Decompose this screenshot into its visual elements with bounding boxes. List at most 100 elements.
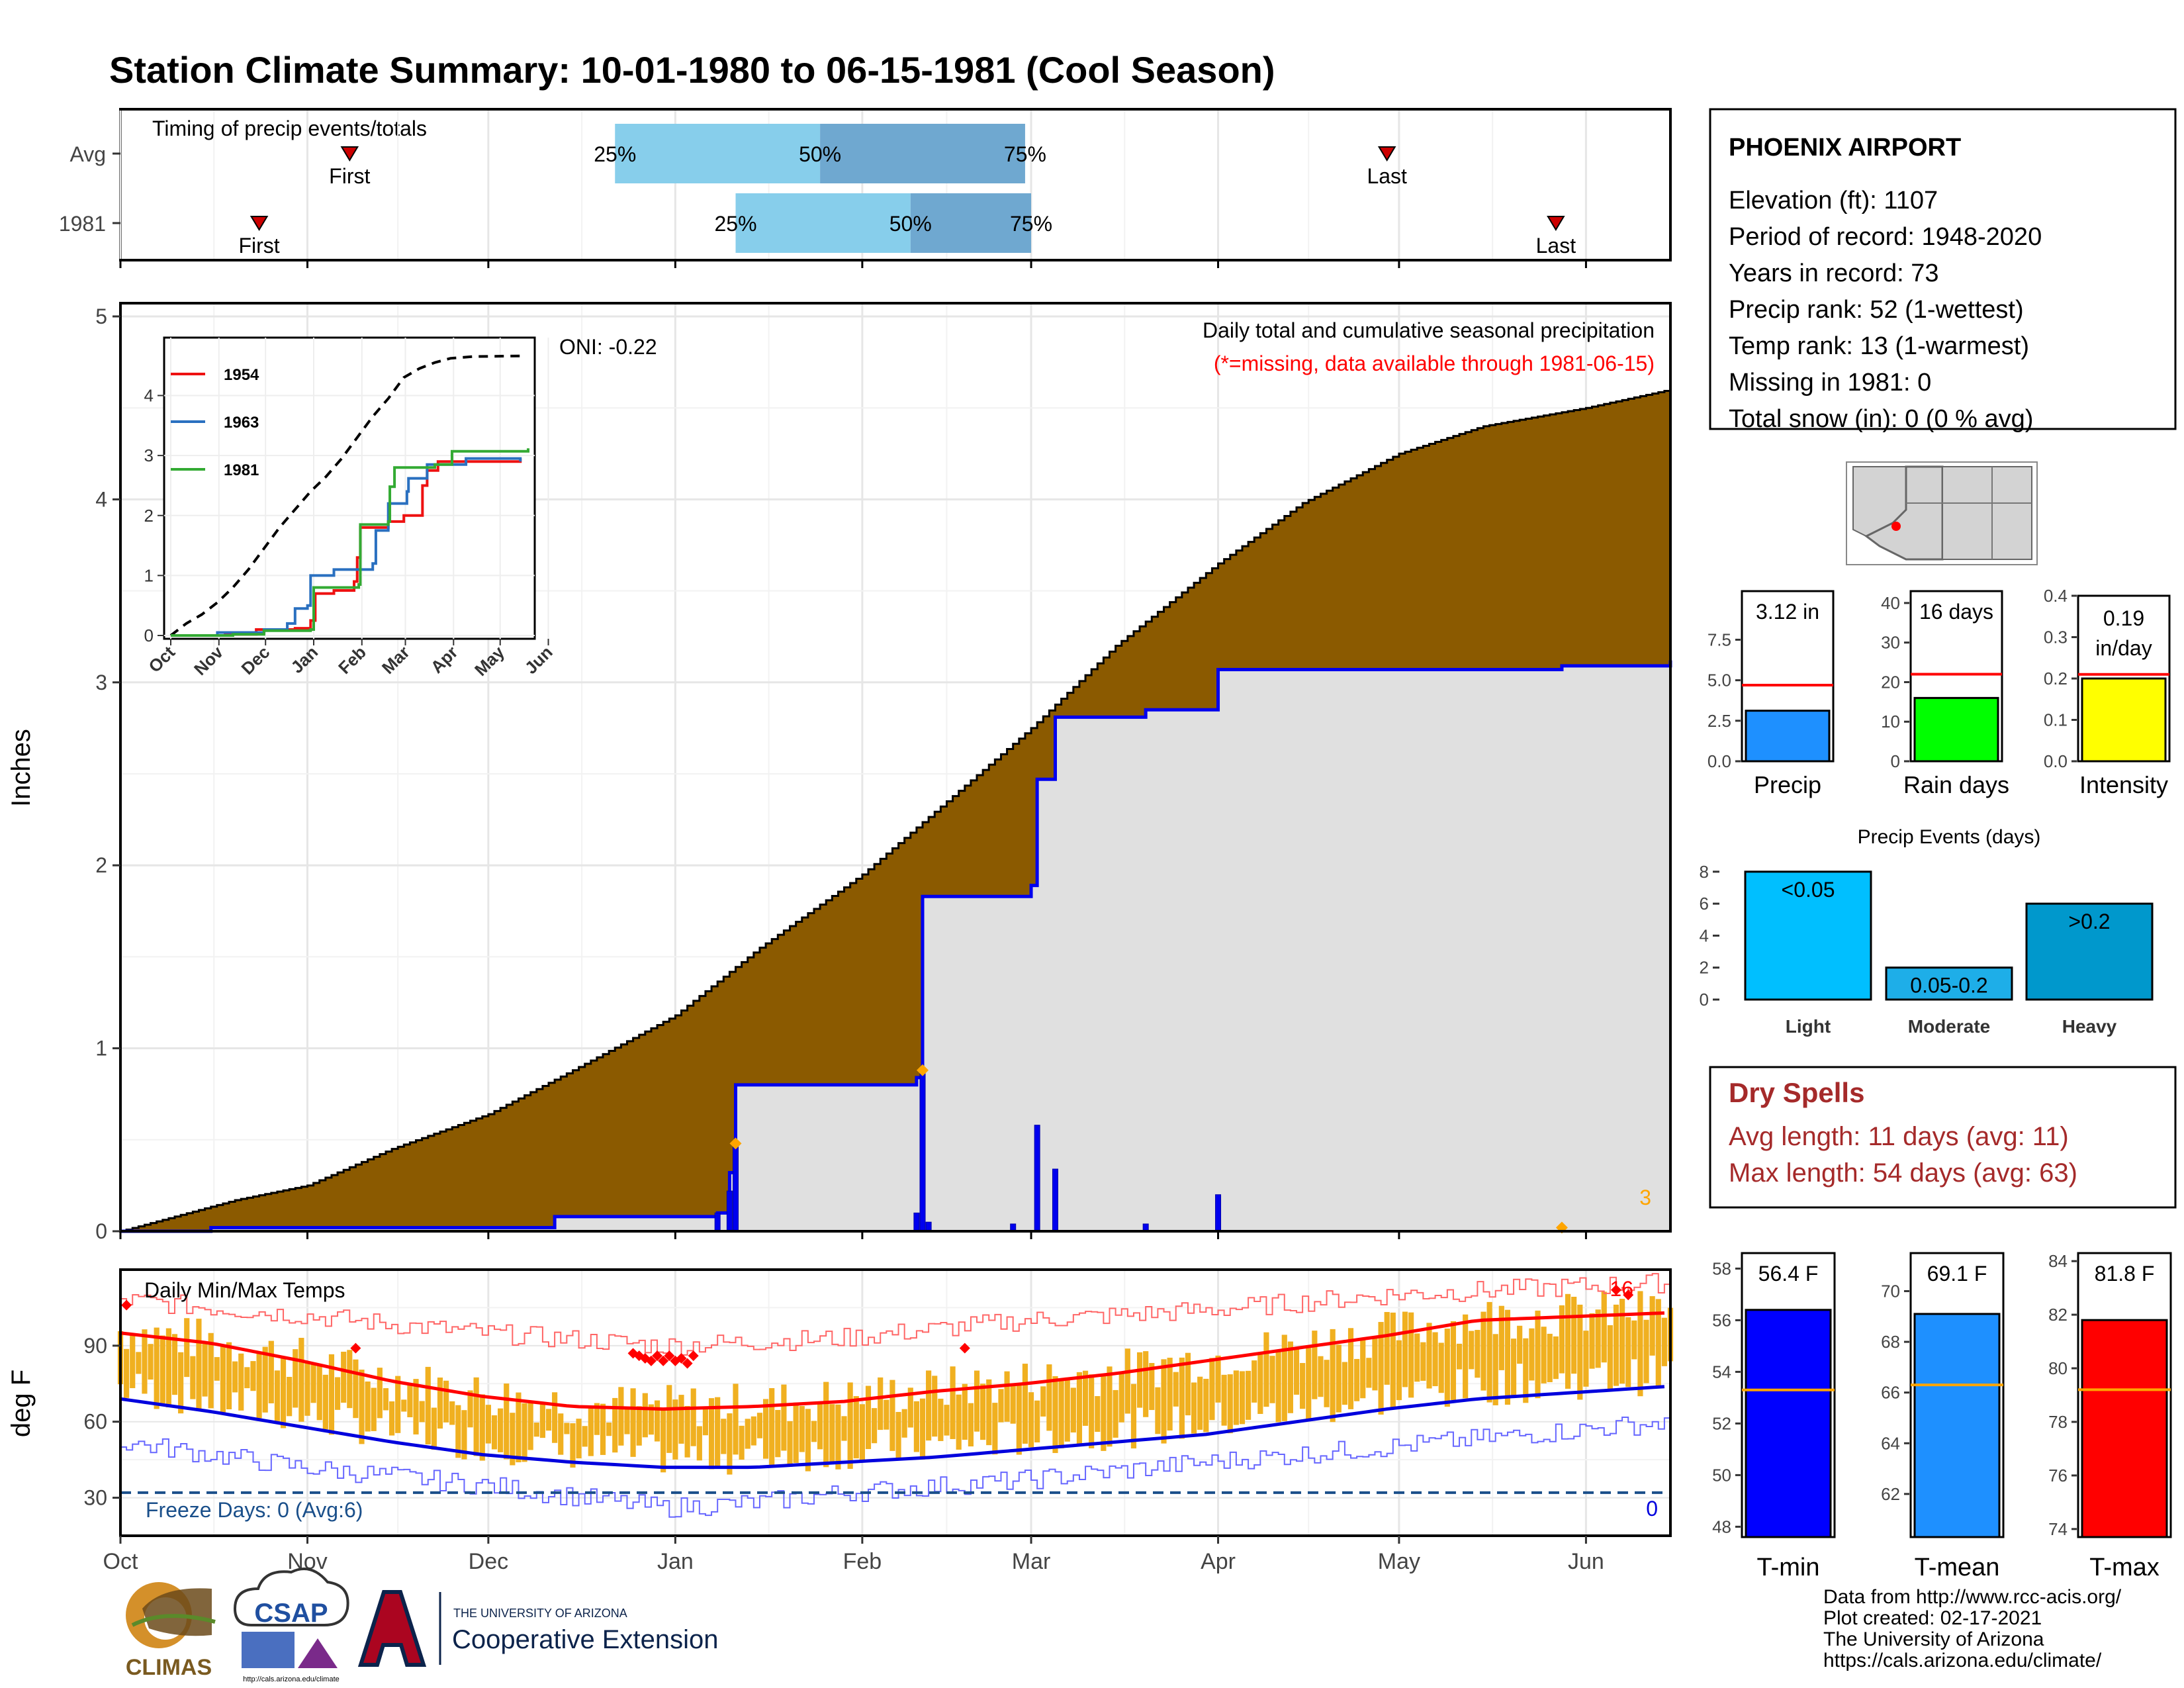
temp-summary-t-min: 48 50 52 54 56 58 56.4 F T-min <box>1712 1252 1836 1581</box>
daily-temp-bar <box>1565 1293 1571 1389</box>
daily-temp-bar <box>1475 1330 1480 1378</box>
daily-temp-bar <box>431 1407 437 1450</box>
timing-q2-bar <box>820 124 1025 183</box>
temp-ytick-label: 30 <box>83 1486 107 1510</box>
daily-temp-bar <box>739 1425 745 1460</box>
daily-temp-bar <box>552 1392 558 1443</box>
daily-temp-bar <box>1366 1358 1372 1388</box>
daily-temp-bar <box>805 1409 811 1472</box>
month-tick-label: Jun <box>1568 1549 1604 1574</box>
daily-temp-bar <box>1420 1342 1426 1381</box>
daily-temp-bar <box>388 1401 395 1436</box>
page-title: Station Climate Summary: 10-01-1980 to 0… <box>109 49 1275 91</box>
daily-temp-bar <box>884 1399 889 1430</box>
daily-temp-bar <box>1082 1370 1089 1426</box>
daily-temp-bar <box>1613 1304 1619 1386</box>
climas-logo: CLIMAS <box>126 1582 216 1680</box>
summary-ytick-label: 0.0 <box>1707 751 1731 771</box>
month-tick-label: Oct <box>103 1549 138 1574</box>
daily-temp-bar <box>841 1416 847 1441</box>
dry-spells-box: Dry Spells Avg length: 11 days (avg: 11)… <box>1709 1066 2177 1209</box>
daily-temp-bar <box>829 1404 835 1462</box>
avg-cumulative-line <box>120 389 1672 1233</box>
daily-temp-bar <box>1034 1400 1040 1442</box>
daily-temp-bar <box>1517 1325 1523 1364</box>
daily-precip-bar <box>913 1212 920 1232</box>
station-location-dot <box>1891 522 1901 531</box>
daily-temp-bar <box>558 1413 564 1455</box>
daily-temp-bar <box>1510 1338 1517 1397</box>
summary-ytick-label: 62 <box>1881 1484 1900 1504</box>
daily-temp-bar <box>956 1394 962 1450</box>
daily-temp-bar <box>214 1357 220 1381</box>
events-ytick-label: 0 <box>1700 990 1709 1009</box>
precip-event-bar <box>1885 966 2013 1001</box>
record-low-line <box>120 1413 1671 1518</box>
daily-temp-bar <box>1269 1356 1275 1403</box>
daily-temp-bar <box>328 1354 335 1435</box>
summary-value-label: 3.12 in <box>1756 600 1819 624</box>
daily-temp-bar <box>781 1384 787 1451</box>
summary-category-label: T-mean <box>1915 1554 2000 1581</box>
summary-ytick-label: 2.5 <box>1707 711 1731 731</box>
new-mexico-shape <box>1942 466 2032 560</box>
daily-temp-bar <box>1246 1370 1251 1420</box>
daily-temp-bar <box>413 1379 419 1434</box>
daily-temp-bar <box>708 1398 715 1470</box>
daily-temp-bar <box>238 1353 244 1411</box>
daily-temp-bar <box>268 1340 274 1403</box>
daily-temp-bar <box>793 1402 799 1463</box>
daily-temp-bar <box>533 1423 539 1437</box>
precip-event-value-label: <0.05 <box>1782 878 1835 902</box>
daily-temp-bar <box>1318 1356 1324 1397</box>
daily-temp-bar <box>1215 1355 1221 1403</box>
daily-temp-bar <box>467 1390 473 1428</box>
summary-bar-rain-days: 0 10 20 30 40 16 days Rain days <box>1881 590 2009 798</box>
oni-label: ONI: -0.22 <box>559 335 657 359</box>
daily-temp-bar <box>630 1388 636 1457</box>
inset-ytick-label: 2 <box>144 506 154 526</box>
daily-temp-bar <box>136 1352 142 1374</box>
daily-temp-bar <box>1456 1343 1463 1370</box>
daily-temp-bar <box>1179 1357 1185 1439</box>
daily-temp-bar <box>293 1349 298 1408</box>
csap-logo: CSAP http://cals.arizona.edu/climate <box>233 1568 349 1683</box>
daily-temp-bar <box>184 1318 190 1378</box>
daily-temp-bar <box>347 1350 353 1409</box>
precip-event-category: Heavy <box>2062 1016 2117 1037</box>
precip-ytick-label: 2 <box>95 853 107 877</box>
daily-temp-bar <box>654 1400 660 1442</box>
daily-temp-bar <box>878 1377 884 1430</box>
daily-precip-bar <box>733 1143 739 1232</box>
daily-temp-bar <box>1444 1329 1450 1407</box>
daily-temp-bar <box>853 1396 859 1459</box>
daily-temp-bar <box>449 1401 455 1425</box>
daily-temp-bar <box>606 1422 612 1436</box>
events-ytick-label: 2 <box>1700 958 1709 978</box>
daily-temp-bar <box>1257 1352 1263 1414</box>
daily-temp-bar <box>1426 1323 1432 1389</box>
daily-temp-bar <box>1058 1379 1064 1448</box>
daily-temp-bar <box>570 1423 576 1468</box>
station-info-line: Total snow (in): 0 (0 % avg) <box>1729 405 2033 433</box>
daily-temp-bar <box>485 1405 491 1444</box>
timing-p50-label: 50% <box>889 212 932 236</box>
daily-temp-bar <box>1197 1376 1203 1430</box>
temp-summary-t-max: 74 76 78 80 82 84 81.8 F T-max <box>2048 1251 2172 1581</box>
inset-legend-label: 1981 <box>224 461 259 479</box>
summary-ytick-label: 54 <box>1712 1362 1731 1382</box>
daily-temp-bar <box>1529 1328 1535 1381</box>
daily-temp-bar <box>220 1345 226 1413</box>
daily-temp-bar <box>443 1380 449 1423</box>
daily-temp-bar <box>913 1401 919 1452</box>
summary-ytick-label: 40 <box>1881 593 1900 613</box>
daily-temp-bar <box>1486 1301 1492 1403</box>
record-temp-marker <box>664 1350 675 1362</box>
daily-temp-bar <box>142 1329 148 1394</box>
daily-temp-bar <box>944 1405 950 1436</box>
daily-temp-bar <box>148 1344 154 1380</box>
daily-temp-bar <box>522 1403 527 1462</box>
daily-temp-bar <box>1227 1374 1233 1434</box>
precip-ytick-label: 4 <box>95 487 107 511</box>
daily-temp-bar <box>274 1370 281 1422</box>
